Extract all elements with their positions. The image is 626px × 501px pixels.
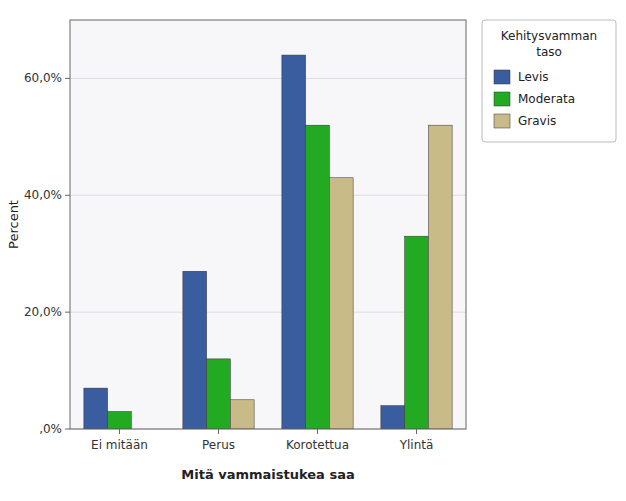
y-axis-title: Percent xyxy=(6,200,21,249)
legend-title-line: Kehitysvamman xyxy=(501,29,597,43)
bar xyxy=(207,359,231,429)
plot-background xyxy=(70,20,466,429)
bar-series xyxy=(84,55,405,429)
legend-title-line: taso xyxy=(536,45,562,59)
x-tick-label: Korotettua xyxy=(286,438,349,452)
bar xyxy=(183,271,207,429)
legend: Kehitysvamman taso Levis Moderata Gravis xyxy=(482,20,616,142)
x-tick-label: Ylintä xyxy=(399,438,434,452)
bar xyxy=(230,400,254,429)
bar-series xyxy=(230,125,452,429)
y-tick-label: 20,0% xyxy=(24,305,62,319)
legend-label: Moderata xyxy=(518,92,575,106)
grid-line xyxy=(70,78,466,79)
y-tick-label: 60,0% xyxy=(24,71,62,85)
legend-title: Kehitysvamman taso xyxy=(501,29,597,59)
bar xyxy=(329,178,353,429)
legend-label: Gravis xyxy=(518,114,556,128)
plot-frame xyxy=(70,20,466,429)
legend-swatch xyxy=(494,92,510,106)
x-tick-label: Ei mitään xyxy=(91,438,148,452)
x-tick xyxy=(119,429,120,434)
legend-swatch xyxy=(494,114,510,128)
bar xyxy=(381,406,405,429)
x-tick xyxy=(416,429,417,434)
bar xyxy=(108,411,132,429)
y-tick xyxy=(65,312,70,313)
bar xyxy=(306,125,330,429)
x-tick xyxy=(317,429,318,434)
bar-series xyxy=(108,125,429,429)
x-tick-label: Perus xyxy=(202,438,235,452)
y-axis: ,0% 20,0% 40,0% 60,0% xyxy=(24,71,70,436)
bar xyxy=(405,236,429,429)
y-tick-label: 40,0% xyxy=(24,188,62,202)
y-tick xyxy=(65,195,70,196)
chart-container: ,0% 20,0% 40,0% 60,0% Ei mitään Perus Korotett… xyxy=(0,0,626,501)
bar xyxy=(282,55,306,429)
legend-box xyxy=(482,20,616,142)
legend-label: Levis xyxy=(518,70,549,84)
x-tick xyxy=(218,429,219,434)
x-axis-title: Mitä vammaistukea saa xyxy=(181,467,354,482)
y-tick xyxy=(65,78,70,79)
y-tick-label: ,0% xyxy=(39,422,62,436)
bar xyxy=(428,125,452,429)
legend-swatch xyxy=(494,70,510,84)
x-axis: Ei mitään Perus Korotettua Ylintä xyxy=(91,429,433,452)
grid-line xyxy=(70,195,466,196)
bars xyxy=(84,55,452,429)
y-tick xyxy=(65,429,70,430)
y-grid xyxy=(70,78,466,429)
chart-svg: ,0% 20,0% 40,0% 60,0% Ei mitään Perus Korotett… xyxy=(0,0,626,501)
bar xyxy=(84,388,108,429)
